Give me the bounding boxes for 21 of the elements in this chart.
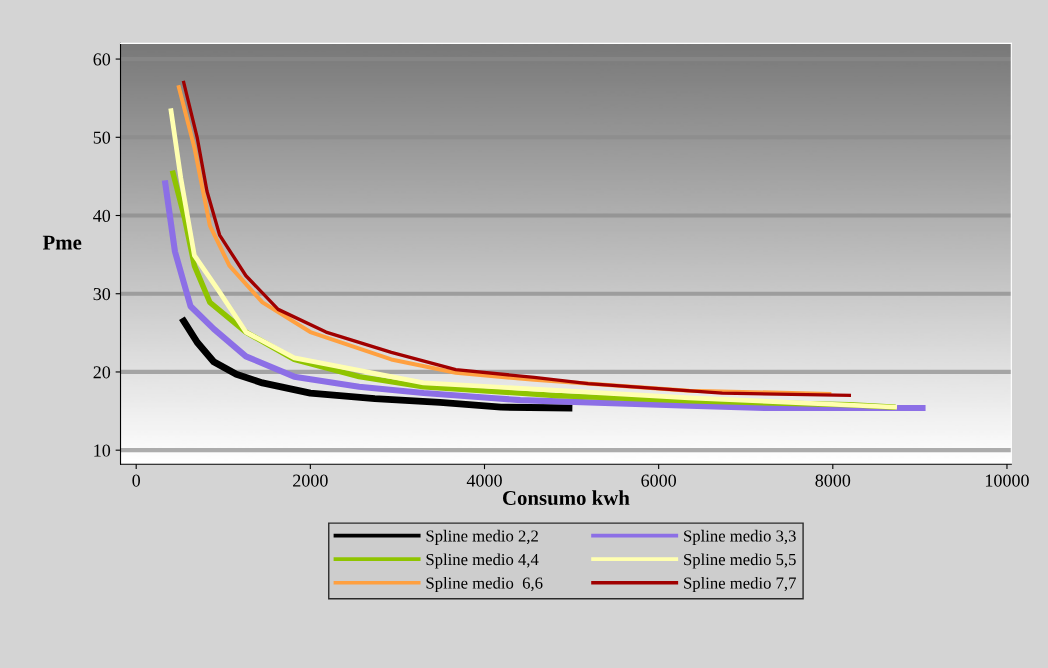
legend-label: Spline medio 2,2: [426, 529, 538, 545]
y-tick-label: 10: [94, 444, 111, 457]
x-tick-label: 6000: [641, 474, 677, 487]
y-tick-label: 40: [93, 209, 111, 222]
x-tick-label: 0: [132, 474, 141, 487]
x-tick-label: 2000: [293, 474, 328, 487]
y-tick-label: 30: [93, 287, 111, 301]
y-tick-label: 60: [93, 53, 111, 66]
legend-label: Spline medio 7,7: [684, 576, 796, 593]
legend-label: Spline medio 3,3: [684, 529, 796, 545]
y-tick-label: 20: [93, 366, 111, 379]
line-series: [168, 108, 897, 410]
x-tick-label: 8000: [815, 474, 851, 487]
x-tick-label: 10000: [985, 474, 1029, 487]
legend-label: Spline medio 4,4: [426, 553, 539, 569]
y-axis-title: Pme: [42, 235, 82, 250]
x-tick-label: 4000: [466, 474, 502, 487]
legend-label: Spline medio 6,6: [426, 576, 543, 593]
x-axis-title: Consumo kwh: [502, 490, 630, 506]
legend-label: Spline medio 5,5: [684, 553, 796, 569]
y-tick-label: 50: [93, 131, 111, 144]
